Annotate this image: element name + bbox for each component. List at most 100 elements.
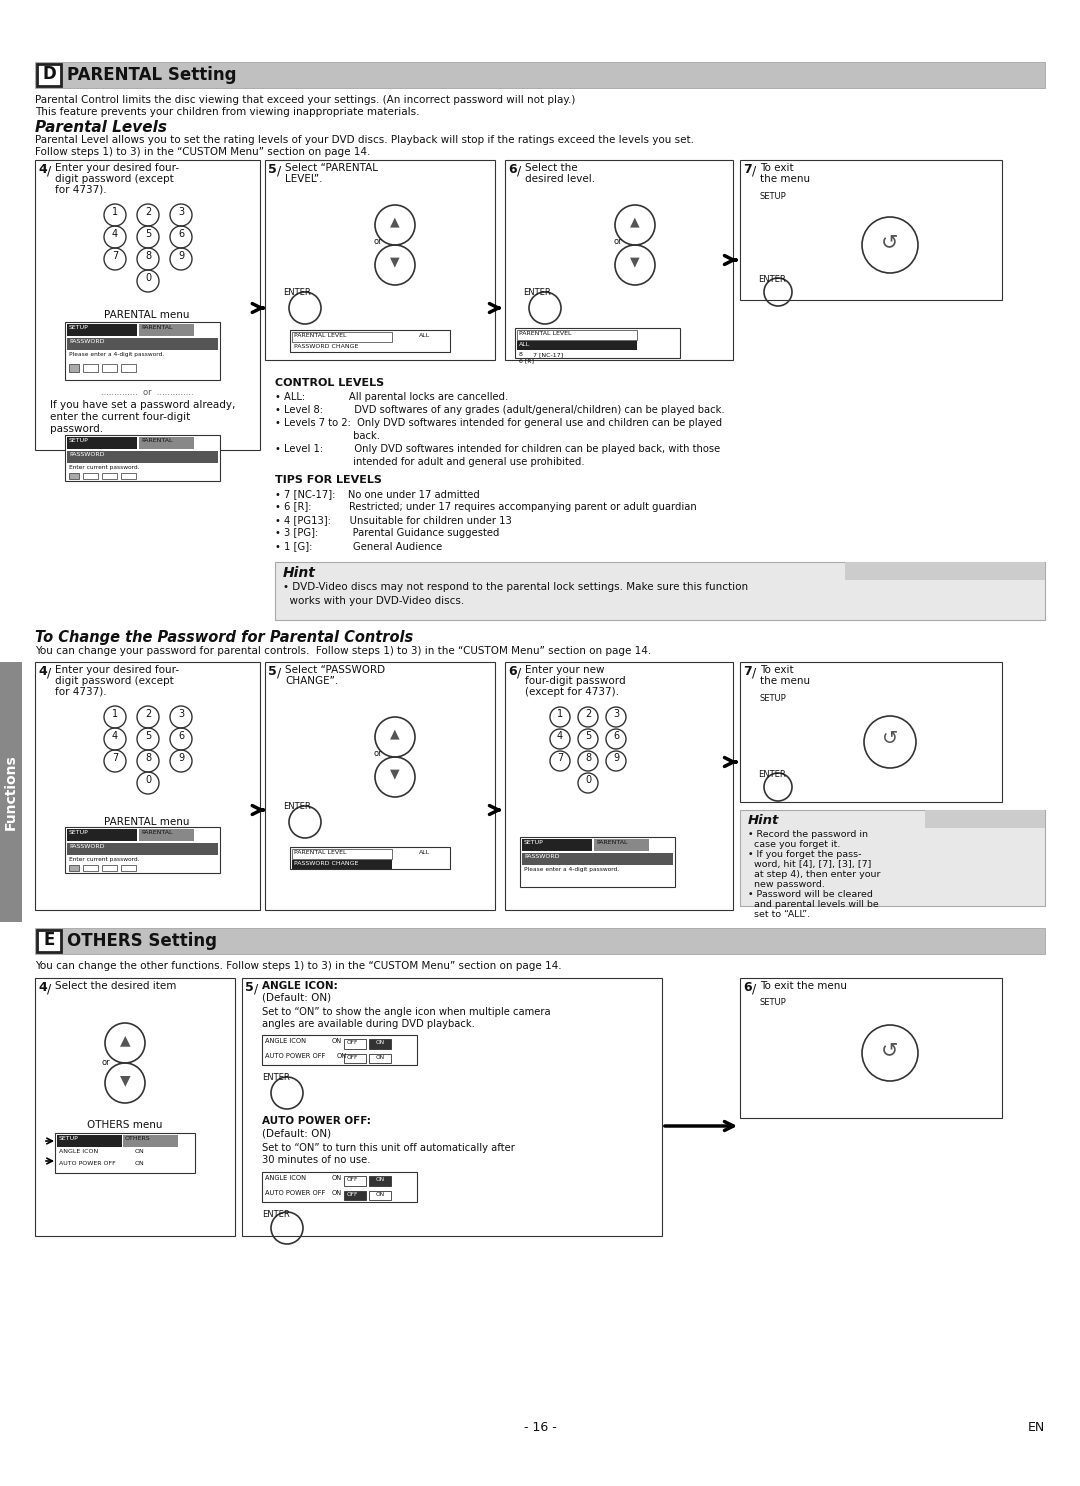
Bar <box>67 324 137 336</box>
Text: 3: 3 <box>178 709 184 719</box>
Text: • Level 8:          DVD softwares of any grades (adult/general/children) can be : • Level 8: DVD softwares of any grades (… <box>275 406 725 415</box>
Text: ▲: ▲ <box>631 215 639 227</box>
Text: Enter your desired four-: Enter your desired four- <box>55 666 179 675</box>
Bar <box>924 810 1045 828</box>
Bar <box>35 661 260 909</box>
Text: ENTER: ENTER <box>262 1073 289 1082</box>
Text: /: / <box>254 982 258 996</box>
Text: Set to “ON” to turn this unit off automatically after: Set to “ON” to turn this unit off automa… <box>262 1143 515 1153</box>
Text: ON: ON <box>376 1055 384 1060</box>
Text: Parental Level allows you to set the rating levels of your DVD discs. Playback w: Parental Level allows you to set the rat… <box>35 135 694 146</box>
Text: 8: 8 <box>145 251 151 262</box>
Bar <box>369 1175 391 1186</box>
Bar <box>262 1036 417 1065</box>
Text: /: / <box>48 163 51 177</box>
Text: Parental Levels: Parental Levels <box>35 120 167 135</box>
Text: Hint: Hint <box>748 814 780 828</box>
Text: for 4737).: for 4737). <box>55 184 107 195</box>
Text: ALL: ALL <box>419 850 430 854</box>
Bar <box>65 828 220 872</box>
Text: 3: 3 <box>613 709 619 719</box>
Text: 6: 6 <box>613 731 619 742</box>
Bar <box>67 843 218 854</box>
Text: 4: 4 <box>112 229 118 239</box>
Text: 7: 7 <box>743 666 752 678</box>
Text: ENTER: ENTER <box>283 288 311 297</box>
Text: or: or <box>373 749 381 758</box>
Bar <box>505 661 733 909</box>
Text: • Level 1:          Only DVD softwares intended for children can be played back,: • Level 1: Only DVD softwares intended f… <box>275 444 720 455</box>
Text: • Password will be cleared: • Password will be cleared <box>748 890 873 899</box>
Text: • 1 [G]:             General Audience: • 1 [G]: General Audience <box>275 541 442 551</box>
Text: CONTROL LEVELS: CONTROL LEVELS <box>275 377 384 388</box>
Bar <box>345 1039 366 1049</box>
Text: four-digit password: four-digit password <box>525 676 625 687</box>
Bar <box>102 865 117 871</box>
Bar <box>139 437 194 449</box>
Text: ▼: ▼ <box>120 1073 131 1086</box>
Text: ON: ON <box>332 1039 342 1045</box>
Text: Select the desired item: Select the desired item <box>55 981 176 991</box>
Text: 6 [R]: 6 [R] <box>519 358 534 363</box>
Text: SETUP: SETUP <box>69 325 89 330</box>
Text: OFF: OFF <box>347 1040 357 1045</box>
Bar <box>292 860 392 869</box>
Text: digit password (except: digit password (except <box>55 174 174 184</box>
Text: ENTER: ENTER <box>758 275 786 284</box>
Text: 1: 1 <box>112 709 118 719</box>
Text: ON: ON <box>376 1040 384 1045</box>
Bar <box>67 337 218 351</box>
Text: Parental Control limits the disc viewing that exceed your settings. (An incorrec: Parental Control limits the disc viewing… <box>35 95 576 106</box>
Text: the menu: the menu <box>760 174 810 184</box>
Text: 0: 0 <box>145 776 151 785</box>
Bar <box>740 661 1002 802</box>
Text: • DVD-Video discs may not respond to the parental lock settings. Make sure this : • DVD-Video discs may not respond to the… <box>283 583 748 591</box>
Text: 4: 4 <box>38 981 46 994</box>
Text: • 3 [PG]:           Parental Guidance suggested: • 3 [PG]: Parental Guidance suggested <box>275 528 499 538</box>
Bar <box>345 1175 366 1186</box>
Text: Set to “ON” to show the angle icon when multiple camera: Set to “ON” to show the angle icon when … <box>262 1008 551 1016</box>
Text: set to “ALL”.: set to “ALL”. <box>748 909 810 918</box>
Text: AUTO POWER OFF: AUTO POWER OFF <box>265 1054 325 1060</box>
Text: To Change the Password for Parental Controls: To Change the Password for Parental Cont… <box>35 630 414 645</box>
Bar <box>102 364 117 372</box>
Text: 8: 8 <box>519 352 523 357</box>
Text: 8: 8 <box>585 753 591 762</box>
Text: SETUP: SETUP <box>524 840 543 846</box>
Bar <box>292 849 392 859</box>
Text: • 6 [R]:            Restricted; under 17 requires accompanying parent or adult g: • 6 [R]: Restricted; under 17 requires a… <box>275 502 697 513</box>
Text: OTHERS Setting: OTHERS Setting <box>67 932 217 950</box>
Text: 7: 7 <box>743 163 752 175</box>
Text: PARENTAL: PARENTAL <box>141 325 173 330</box>
Text: TIPS FOR LEVELS: TIPS FOR LEVELS <box>275 476 382 484</box>
Text: ▲: ▲ <box>120 1033 131 1048</box>
Text: PARENTAL: PARENTAL <box>141 831 173 835</box>
Bar <box>515 328 680 358</box>
Bar <box>121 364 136 372</box>
Text: /: / <box>276 163 281 177</box>
Text: ENTER: ENTER <box>262 1210 289 1219</box>
Bar <box>291 330 450 352</box>
Text: To exit the menu: To exit the menu <box>760 981 847 991</box>
Bar <box>55 1132 195 1172</box>
Text: case you forget it.: case you forget it. <box>748 840 840 849</box>
Text: Enter current password.: Enter current password. <box>69 857 139 862</box>
Text: 30 minutes of no use.: 30 minutes of no use. <box>262 1155 370 1165</box>
Bar <box>369 1054 391 1062</box>
Bar <box>522 853 673 865</box>
Text: 4: 4 <box>557 731 563 742</box>
Text: If you have set a password already,: If you have set a password already, <box>50 400 235 410</box>
Text: (Default: ON): (Default: ON) <box>262 993 332 1003</box>
Text: You can change your password for parental controls.  Follow steps 1) to 3) in th: You can change your password for parenta… <box>35 646 651 655</box>
Text: 4: 4 <box>38 666 46 678</box>
Text: PARENTAL Setting: PARENTAL Setting <box>67 65 237 85</box>
Bar <box>345 1190 366 1201</box>
Text: SETUP: SETUP <box>69 831 89 835</box>
Text: 5: 5 <box>268 163 276 175</box>
Text: ON: ON <box>376 1177 384 1181</box>
Bar <box>35 978 235 1236</box>
Text: Follow steps 1) to 3) in the “CUSTOM Menu” section on page 14.: Follow steps 1) to 3) in the “CUSTOM Men… <box>35 147 370 158</box>
Text: or: or <box>613 236 622 247</box>
Text: ANGLE ICON:: ANGLE ICON: <box>262 981 338 991</box>
Text: Hint: Hint <box>283 566 315 580</box>
